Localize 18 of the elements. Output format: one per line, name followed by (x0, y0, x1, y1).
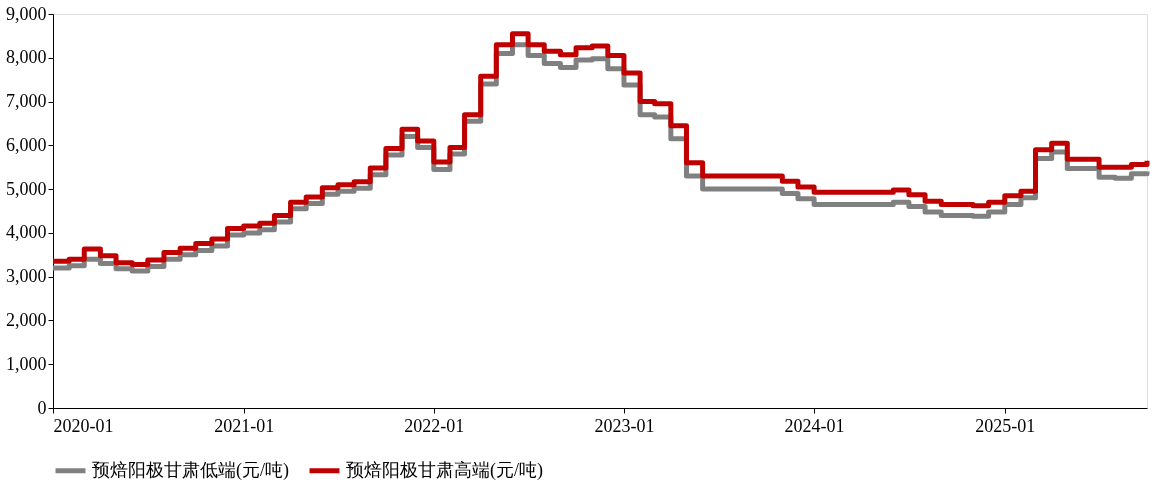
y-tick-label: 9,000 (6, 3, 47, 24)
y-tick-label: 7,000 (6, 91, 47, 112)
x-tick-label: 2022-01 (404, 415, 465, 436)
y-tick-label: 5,000 (6, 178, 47, 199)
y-tick-label: 4,000 (6, 222, 47, 243)
x-tick-label: 2021-01 (214, 415, 275, 436)
x-tick-label: 2020-01 (53, 415, 114, 436)
x-tick-label: 2023-01 (594, 415, 655, 436)
y-tick-label: 8,000 (6, 47, 47, 68)
y-tick-label: 0 (37, 397, 47, 418)
legend-label: 预焙阳极甘肃高端(元/吨) (346, 459, 543, 481)
y-tick-label: 3,000 (6, 266, 47, 287)
legend-label: 预焙阳极甘肃低端(元/吨) (92, 459, 289, 481)
x-tick-label: 2024-01 (784, 415, 845, 436)
y-tick-label: 2,000 (6, 309, 47, 330)
x-tick-label: 2025-01 (975, 415, 1036, 436)
y-tick-label: 6,000 (6, 134, 47, 155)
y-tick-label: 1,000 (6, 353, 47, 374)
